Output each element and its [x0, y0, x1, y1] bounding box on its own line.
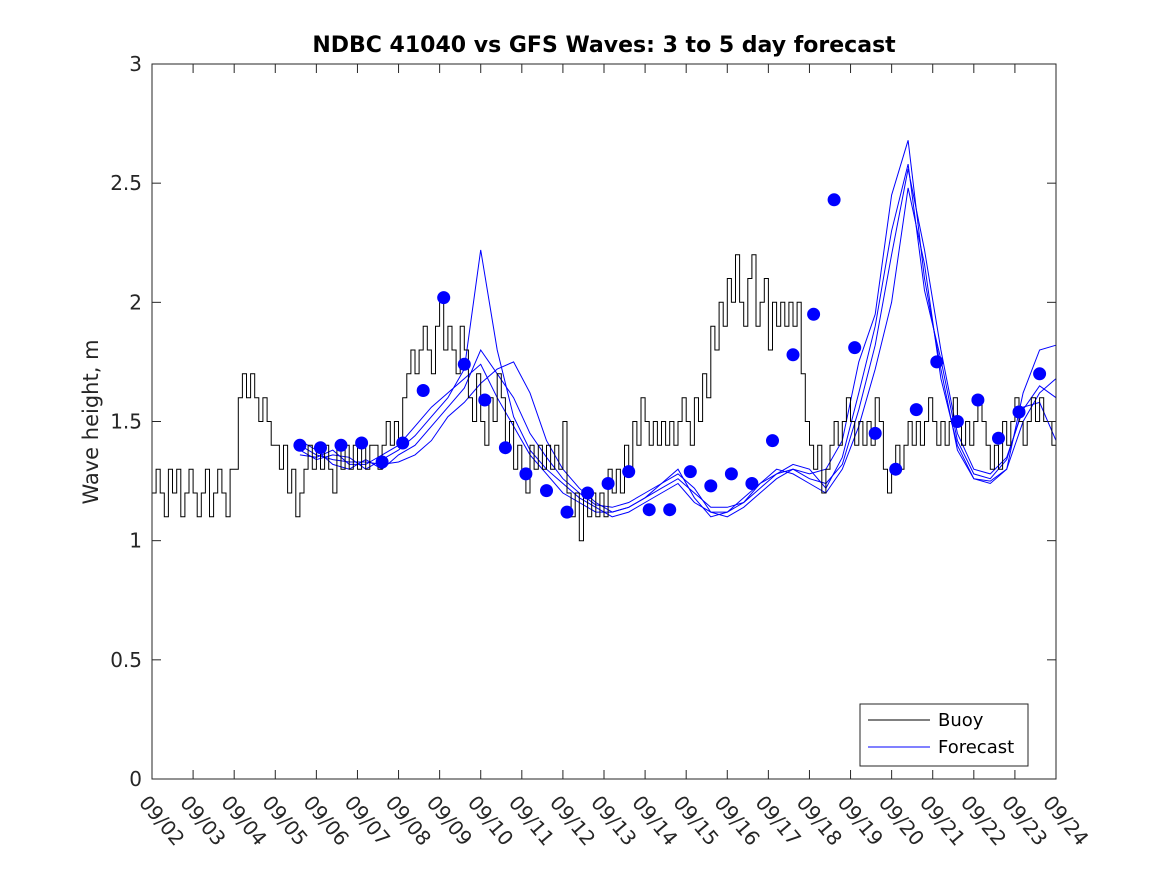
- y-tick-label: 1: [129, 529, 142, 553]
- forecast-marker: [971, 393, 985, 407]
- forecast-marker: [766, 434, 779, 448]
- forecast-marker: [786, 348, 800, 362]
- forecast-marker: [683, 465, 697, 479]
- x-tick-label: 09/08: [381, 791, 436, 851]
- legend-forecast-label: Forecast: [938, 737, 1014, 758]
- x-tick-label: 09/02: [134, 791, 189, 851]
- buoy-series: [152, 254, 1057, 542]
- forecast-marker: [293, 438, 307, 452]
- forecast-marker: [375, 455, 389, 469]
- forecast-markers: [293, 193, 1047, 519]
- chart-title: NDBC 41040 vs GFS Waves: 3 to 5 day fore…: [312, 33, 896, 58]
- forecast-marker: [848, 341, 862, 355]
- x-tick-label: 09/04: [216, 791, 271, 851]
- forecast-series-2: [299, 140, 1057, 518]
- forecast-marker: [457, 357, 471, 371]
- x-tick-label: 09/12: [545, 791, 600, 851]
- forecast-marker: [704, 479, 718, 493]
- x-tick-label: 09/05: [257, 791, 312, 851]
- forecast-series-3: [299, 187, 1057, 513]
- forecast-marker: [540, 484, 553, 498]
- x-tick-label: 09/03: [175, 791, 230, 851]
- x-tick-label: 09/06: [299, 791, 354, 851]
- forecast-marker: [601, 477, 615, 490]
- x-tick-label: 09/14: [627, 791, 682, 851]
- x-tick-label: 09/11: [504, 791, 559, 851]
- legend: Buoy Forecast: [859, 703, 1029, 767]
- forecast-marker: [334, 438, 348, 452]
- x-tick-label: 09/21: [915, 791, 970, 851]
- forecast-marker: [889, 462, 903, 476]
- forecast-marker: [560, 505, 574, 519]
- forecast-marker: [1012, 405, 1026, 419]
- forecast-marker: [396, 436, 410, 450]
- forecast-marker: [950, 415, 964, 428]
- forecast-marker: [416, 384, 430, 397]
- x-tick-label: 09/10: [463, 791, 518, 851]
- forecast-series-4: [299, 163, 1057, 518]
- forecast-marker: [478, 393, 492, 407]
- x-tick-label: 09/22: [956, 791, 1011, 851]
- x-tick-label: 09/17: [751, 791, 806, 851]
- forecast-marker: [909, 403, 923, 417]
- forecast-marker: [724, 467, 738, 481]
- legend-buoy-label: Buoy: [938, 710, 984, 731]
- forecast-marker: [314, 441, 327, 455]
- forecast-marker: [622, 465, 636, 479]
- legend-box: [859, 703, 1029, 767]
- y-tick-label: 0.5: [110, 648, 142, 672]
- forecast-marker: [437, 291, 451, 305]
- x-tick-label: 09/19: [833, 791, 888, 851]
- y-axis-label: Wave height, m: [79, 339, 103, 504]
- x-tick-label: 09/16: [709, 791, 764, 851]
- x-tick-label: 09/13: [586, 791, 641, 851]
- x-tick-label: 09/20: [874, 791, 929, 851]
- forecast-marker: [1033, 367, 1047, 381]
- forecast-marker: [581, 486, 595, 500]
- forecast-marker: [355, 436, 369, 450]
- x-tick-label: 09/18: [792, 791, 847, 851]
- x-tick-label: 09/09: [422, 791, 477, 851]
- forecast-marker: [519, 467, 533, 481]
- forecast-marker: [663, 503, 677, 517]
- forecast-marker: [868, 426, 882, 440]
- forecast-marker: [498, 441, 512, 455]
- forecast-lines: [299, 140, 1057, 518]
- buoy-line: [152, 254, 1057, 542]
- x-tick-label: 09/24: [1038, 791, 1093, 851]
- forecast-marker: [642, 503, 656, 517]
- forecast-series-1: [299, 168, 1057, 513]
- y-tick-label: 3: [129, 52, 142, 76]
- x-tick-label: 09/23: [997, 791, 1052, 851]
- forecast-marker: [827, 193, 841, 207]
- forecast-marker: [807, 307, 821, 321]
- y-tick-label: 2.5: [110, 171, 142, 195]
- forecast-marker: [930, 355, 944, 369]
- x-tick-label: 09/07: [340, 791, 395, 851]
- y-tick-label: 0: [129, 767, 142, 791]
- forecast-marker: [745, 477, 759, 490]
- x-tick-label: 09/15: [668, 791, 723, 851]
- y-tick-label: 1.5: [110, 410, 142, 434]
- y-axis-ticks: 0 0.5 1 1.5 2 2.5 3: [110, 52, 1056, 791]
- y-tick-label: 2: [129, 290, 142, 314]
- forecast-marker: [992, 431, 1005, 445]
